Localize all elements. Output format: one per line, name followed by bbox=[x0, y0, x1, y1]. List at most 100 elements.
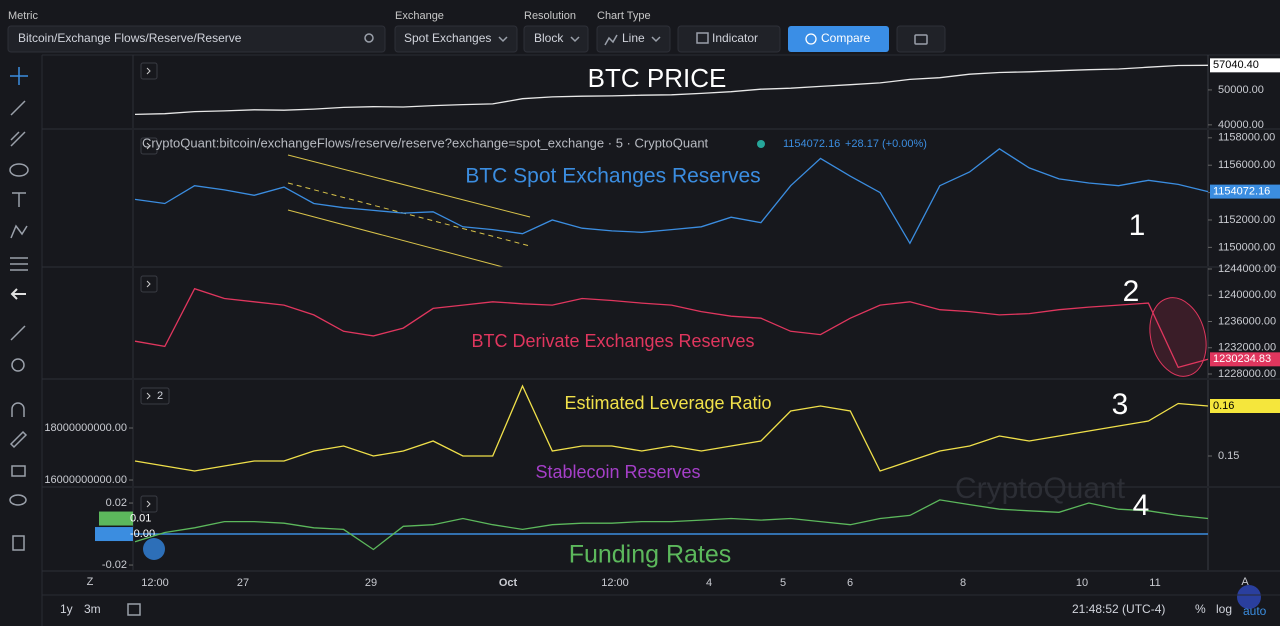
snapshot-button[interactable] bbox=[896, 25, 946, 53]
y-tick-label: 1240000.00 bbox=[1218, 289, 1276, 301]
y-tick-label: 1228000.00 bbox=[1218, 368, 1276, 380]
fib-tool[interactable] bbox=[10, 131, 26, 147]
ruler-tool[interactable] bbox=[10, 325, 26, 341]
metric-value[interactable]: Bitcoin/Exchange Flows/Reserve/Reserve bbox=[18, 31, 242, 45]
lock-tool[interactable] bbox=[11, 465, 26, 477]
camera-icon bbox=[914, 34, 928, 45]
series-line bbox=[134, 64, 1209, 116]
range-button[interactable]: 1y bbox=[60, 602, 73, 616]
zoom-tool[interactable] bbox=[11, 358, 25, 372]
exchange-select[interactable] bbox=[394, 25, 518, 53]
last-value-tag-bg bbox=[1210, 352, 1280, 367]
pane-number: 2 bbox=[1123, 275, 1140, 308]
x-tick-label: 11 bbox=[1149, 577, 1160, 589]
last-value-tag: 57040.40 bbox=[1213, 59, 1259, 71]
exchange-label: Exchange bbox=[395, 10, 444, 22]
eye-tool[interactable] bbox=[9, 494, 27, 506]
y-tick-label: 1232000.00 bbox=[1218, 342, 1276, 354]
x-tick-label: 12:00 bbox=[601, 577, 629, 589]
series-line bbox=[134, 287, 1209, 369]
text-tool[interactable] bbox=[12, 192, 26, 207]
chart-type-select[interactable] bbox=[596, 25, 671, 53]
x-tick-label: 4 bbox=[706, 577, 712, 589]
last-value-tag-bg bbox=[99, 511, 133, 526]
y-tick-label: 40000.00 bbox=[1218, 119, 1264, 131]
pattern-tool[interactable] bbox=[10, 224, 28, 239]
auto-toggle[interactable]: auto bbox=[1243, 604, 1267, 618]
log-toggle[interactable]: log bbox=[1216, 602, 1232, 616]
resolution-value[interactable]: Block bbox=[534, 31, 564, 45]
metric-select[interactable] bbox=[7, 25, 386, 53]
resolution-select[interactable] bbox=[523, 25, 589, 53]
last-value-tag: 0.01 bbox=[130, 512, 151, 524]
range-button[interactable]: 3m bbox=[84, 602, 101, 616]
y-tick-label: -0.02 bbox=[102, 559, 127, 571]
compare-button[interactable] bbox=[788, 26, 889, 52]
y-tick-label: 0.02 bbox=[106, 497, 127, 509]
indicator-icon bbox=[696, 32, 709, 44]
resolution-label: Resolution bbox=[524, 10, 576, 22]
line-tool[interactable] bbox=[10, 100, 26, 116]
pane-toggle[interactable] bbox=[140, 387, 170, 405]
chart-type-value[interactable]: Line bbox=[622, 31, 645, 45]
trash-tool[interactable] bbox=[12, 535, 25, 551]
pane-toggle[interactable] bbox=[140, 275, 158, 293]
measure-tool[interactable] bbox=[10, 257, 28, 271]
toggle-chevron bbox=[146, 500, 151, 508]
series-line bbox=[134, 499, 1209, 551]
pane-toggle[interactable] bbox=[140, 62, 158, 80]
x-tick-label: Oct bbox=[499, 577, 518, 589]
watermark: CryptoQuant bbox=[955, 472, 1126, 505]
compare-text[interactable]: Compare bbox=[821, 31, 871, 45]
x-tick-label: 29 bbox=[365, 577, 377, 589]
reference-tag: -0.00 bbox=[130, 528, 155, 540]
toggle-chevron bbox=[146, 392, 151, 400]
pane-toggle[interactable] bbox=[140, 495, 158, 513]
crosshair-tool[interactable] bbox=[10, 67, 28, 85]
status-dot bbox=[757, 140, 765, 148]
back-tool[interactable] bbox=[10, 288, 26, 300]
reference-tag-bg bbox=[95, 527, 133, 542]
metric-label: Metric bbox=[8, 10, 38, 22]
series-line bbox=[134, 384, 1209, 472]
clock: 21:48:52 (UTC-4) bbox=[1072, 602, 1165, 616]
axis-corner: Z bbox=[87, 576, 94, 588]
last-value-tag: 1230234.83 bbox=[1213, 353, 1271, 365]
chart-type-label: Chart Type bbox=[597, 10, 651, 22]
y-tick-label: 18000000000.00 bbox=[44, 422, 127, 434]
y-tick-label: 16000000000.00 bbox=[44, 474, 127, 486]
x-tick-label: 6 bbox=[847, 577, 853, 589]
series-label: Funding Rates bbox=[569, 541, 732, 569]
y-tick-label: 1244000.00 bbox=[1218, 263, 1276, 275]
x-tick-label: 10 bbox=[1076, 577, 1088, 589]
help-button[interactable] bbox=[1237, 585, 1261, 609]
percent-toggle[interactable]: % bbox=[1195, 602, 1206, 616]
last-value-tag-bg bbox=[1210, 399, 1280, 413]
indicator-text[interactable]: Indicator bbox=[712, 31, 758, 45]
magnet-tool[interactable] bbox=[11, 402, 25, 417]
y-tick-label: 50000.00 bbox=[1218, 84, 1264, 96]
pane-number: 3 bbox=[1112, 388, 1129, 421]
drawing-tools bbox=[9, 67, 29, 551]
shape-tool[interactable] bbox=[9, 163, 29, 177]
y-tick-label: 1152000.00 bbox=[1218, 214, 1275, 226]
last-value-tag-bg bbox=[1210, 184, 1280, 199]
pane-number: 4 bbox=[1133, 489, 1150, 522]
pencil-tool[interactable] bbox=[9, 430, 28, 449]
series-label: Estimated Leverage Ratio bbox=[564, 393, 771, 413]
date-range-icon bbox=[127, 603, 141, 616]
last-value-tag: 1154072.16 bbox=[1213, 186, 1270, 198]
pane-toggle[interactable] bbox=[140, 137, 158, 155]
chevron bbox=[570, 36, 580, 43]
compare-icon bbox=[805, 33, 817, 45]
y-tick-label: 1156000.00 bbox=[1218, 159, 1275, 171]
toggle-chevron bbox=[146, 67, 151, 75]
toggle-chevron bbox=[146, 142, 151, 150]
exchange-value[interactable]: Spot Exchanges bbox=[404, 31, 491, 45]
series-label: Stablecoin Reserves bbox=[535, 462, 700, 482]
series-label: BTC Derivate Exchanges Reserves bbox=[471, 331, 754, 351]
chevron bbox=[651, 36, 661, 43]
x-tick-label: 5 bbox=[780, 577, 786, 589]
